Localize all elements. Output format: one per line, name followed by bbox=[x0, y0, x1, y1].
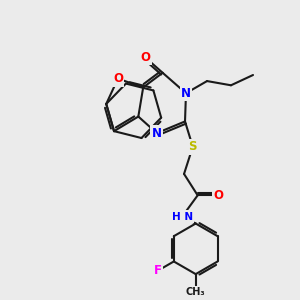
Text: H N: H N bbox=[172, 212, 193, 222]
Text: N: N bbox=[152, 127, 162, 140]
Text: N: N bbox=[181, 87, 191, 100]
Text: CH₃: CH₃ bbox=[186, 286, 206, 297]
Text: O: O bbox=[213, 189, 223, 202]
Text: O: O bbox=[113, 72, 123, 85]
Text: O: O bbox=[140, 51, 150, 64]
Text: F: F bbox=[154, 264, 162, 277]
Text: S: S bbox=[188, 140, 197, 153]
